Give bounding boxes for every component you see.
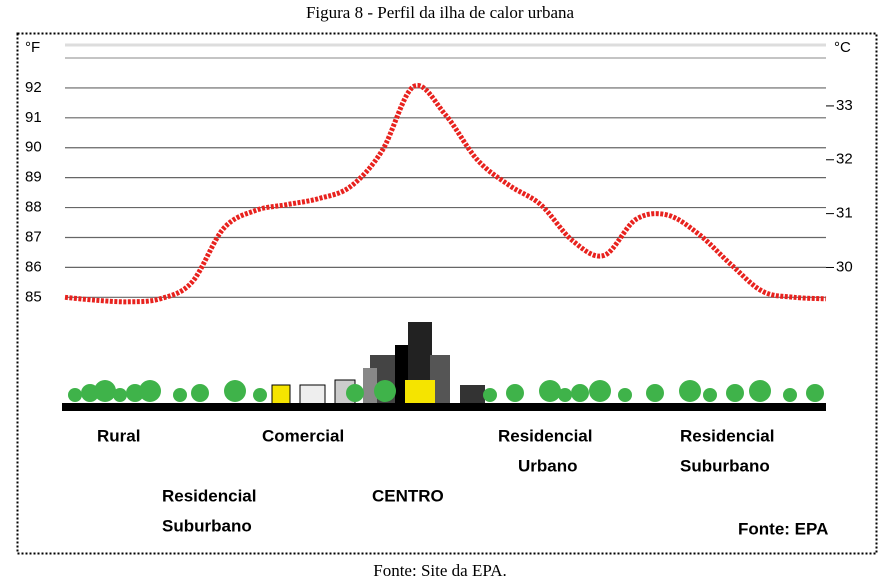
chart-title: Figura 8 - Perfil da ilha de calor urban… [306, 3, 575, 22]
tree [346, 384, 364, 402]
tree [113, 388, 127, 402]
tree [68, 388, 82, 402]
tree [806, 384, 824, 402]
y-tick-label: 88 [25, 199, 42, 216]
region-label: Suburbano [162, 516, 252, 535]
temperature-line [64, 82, 827, 305]
y-tick-label: 89 [25, 169, 42, 186]
skyline [62, 322, 826, 411]
region-label: Residencial [162, 486, 257, 505]
tree [618, 388, 632, 402]
y2-tick-label: 30 [836, 258, 853, 275]
tree [506, 384, 524, 402]
tree [558, 388, 572, 402]
caption: Fonte: Site da EPA. [373, 561, 507, 580]
frame [16, 32, 878, 555]
tree [571, 384, 589, 402]
tree [589, 380, 611, 402]
y-tick-label: 91 [25, 109, 42, 126]
y-tick-label: 85 [25, 288, 42, 305]
tree [139, 380, 161, 402]
y-tick-label: 86 [25, 258, 42, 275]
y2-tick-label: 33 [836, 97, 853, 114]
tree [749, 380, 771, 402]
tree [173, 388, 187, 402]
y-tick-label: 92 [25, 79, 42, 96]
y2-axis-label: °C [834, 39, 851, 56]
y2-tick-label: 31 [836, 205, 853, 222]
region-label: Suburbano [680, 456, 770, 475]
region-label: Residencial [680, 426, 775, 445]
region-label: Urbano [518, 456, 578, 475]
tree [783, 388, 797, 402]
tree [253, 388, 267, 402]
y-tick-label: 87 [25, 228, 42, 245]
region-label: Fonte: EPA [738, 519, 828, 538]
tree [703, 388, 717, 402]
tree [224, 380, 246, 402]
tree [646, 384, 664, 402]
tree [726, 384, 744, 402]
tree [483, 388, 497, 402]
region-label: Residencial [498, 426, 593, 445]
tree [679, 380, 701, 402]
region-label: CENTRO [372, 486, 444, 505]
region-label: Rural [97, 426, 140, 445]
tree [374, 380, 396, 402]
y-axis-label: °F [25, 39, 40, 56]
region-label: Comercial [262, 426, 344, 445]
y2-tick-label: 32 [836, 151, 853, 168]
tree [191, 384, 209, 402]
y-tick-label: 90 [25, 139, 42, 156]
tree [94, 380, 116, 402]
tree [539, 380, 561, 402]
